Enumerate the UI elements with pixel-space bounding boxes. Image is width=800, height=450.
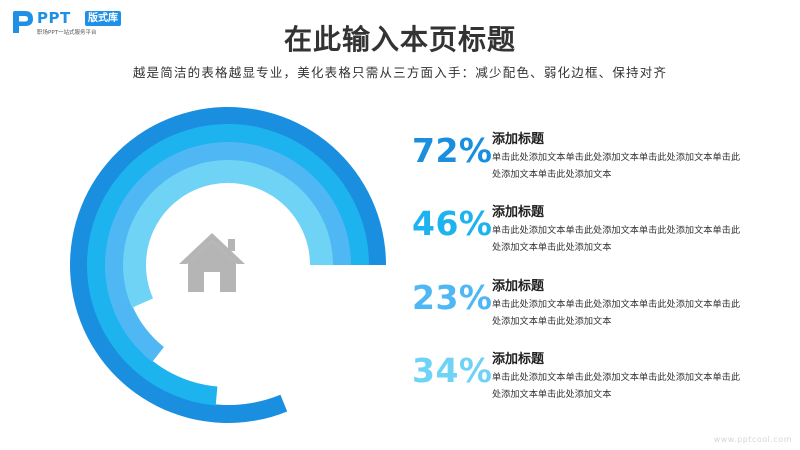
stat-item-2: 46% 添加标题 单击此处添加文本单击此处添加文本单击此处添加文本单击此处添加文…: [412, 201, 752, 261]
stat-item-1: 72% 添加标题 单击此处添加文本单击此处添加文本单击此处添加文本单击此处添加文…: [412, 128, 752, 188]
stat-percent: 72%: [412, 131, 493, 170]
stat-percent: 46%: [412, 204, 493, 243]
logo-text: PPT: [37, 9, 71, 27]
watermark: www.pptcool.com: [713, 435, 792, 444]
page-title: 在此输入本页标题: [283, 23, 516, 56]
stat-body[interactable]: 单击此处添加文本单击此处添加文本单击此处添加文本单击此处添加文本单击此处添加文本: [492, 372, 741, 400]
stat-percent: 34%: [412, 351, 493, 390]
home-icon: [179, 233, 245, 292]
logo-badge: 版式库: [85, 11, 121, 26]
stat-body[interactable]: 单击此处添加文本单击此处添加文本单击此处添加文本单击此处添加文本单击此处添加文本: [492, 299, 741, 327]
brand-logo: PPT 版式库 职场PPT一站式服务平台: [10, 8, 160, 38]
stat-item-4: 34% 添加标题 单击此处添加文本单击此处添加文本单击此处添加文本单击此处添加文…: [412, 348, 752, 408]
radial-bar-4: [123, 159, 334, 308]
stat-heading[interactable]: 添加标题: [492, 132, 545, 147]
stat-percent: 23%: [412, 278, 493, 317]
page-subtitle: 越是简洁的表格越显专业，美化表格只需从三方面入手：减少配色、弱化边框、保持对齐: [132, 65, 668, 80]
stat-item-3: 23% 添加标题 单击此处添加文本单击此处添加文本单击此处添加文本单击此处添加文…: [412, 275, 752, 335]
stat-body[interactable]: 单击此处添加文本单击此处添加文本单击此处添加文本单击此处添加文本单击此处添加文本: [492, 152, 741, 180]
logo-p-icon: [13, 11, 33, 33]
stat-heading[interactable]: 添加标题: [492, 279, 545, 294]
logo-slogan: 职场PPT一站式服务平台: [37, 30, 97, 36]
stat-heading[interactable]: 添加标题: [492, 205, 545, 220]
stat-heading[interactable]: 添加标题: [492, 352, 545, 367]
stat-body[interactable]: 单击此处添加文本单击此处添加文本单击此处添加文本单击此处添加文本单击此处添加文本: [492, 225, 741, 253]
